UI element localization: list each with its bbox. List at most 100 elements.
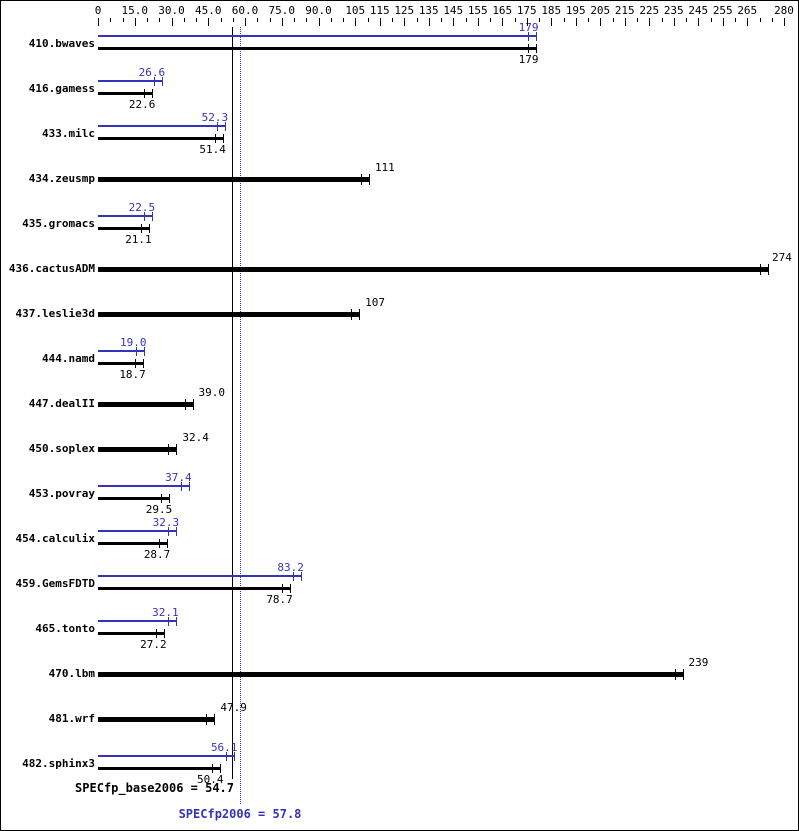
run-tick [176,617,177,626]
benchmark-name: 465.tonto [35,622,95,635]
axis-minor-tick [159,18,160,22]
axis-minor-tick [123,18,124,22]
peak-bar [98,530,177,532]
base-value-label: 51.4 [199,143,226,156]
axis-tick-label: 30.0 [158,4,185,17]
axis-major-tick [355,18,356,26]
axis-minor-tick [441,18,442,22]
benchmark-name: 481.wrf [48,712,95,725]
axis-minor-tick [613,18,614,22]
axis-major-tick [600,18,601,26]
axis-tick-label: 165 [492,4,513,17]
axis-major-tick [747,18,748,26]
axis-minor-tick [221,18,222,22]
base-bar [98,267,769,272]
axis-tick-label: 175 [516,4,537,17]
axis-major-tick [576,18,577,26]
run-tick [217,122,218,131]
axis-tick-label: 265 [737,4,758,17]
base-bar [98,632,165,635]
axis-major-tick [478,18,479,26]
base-score-label: SPECfp_base2006 = 54.7 [75,781,234,795]
axis-major-tick [404,18,405,26]
run-tick [176,527,177,536]
run-tick [215,134,216,143]
peak-value-label: 83.2 [277,561,304,574]
base-value-label: 21.1 [125,233,152,246]
base-value-label: 239 [688,656,709,669]
peak-bar [98,485,190,487]
axis-tick-label: 225 [639,4,660,17]
peak-value-label: 52.3 [201,111,229,124]
axis-minor-tick [343,18,344,22]
run-tick [220,764,221,773]
run-tick [369,174,370,185]
base-value-label: 29.5 [145,503,173,516]
run-tick [768,264,769,275]
run-tick [159,539,160,548]
axis-minor-tick [539,18,540,22]
peak-value-label: 179 [518,21,539,34]
benchmark-name: 437.leslie3d [15,307,95,320]
axis-minor-tick [564,18,565,22]
axis-tick-label: 75.0 [268,4,296,17]
axis-major-tick [674,18,675,26]
run-tick [225,122,226,131]
run-tick [136,347,137,356]
benchmark-name: 470.lbm [48,667,95,680]
run-tick [135,359,136,368]
run-tick [301,572,302,581]
axis-major-tick [453,18,454,26]
run-tick [536,32,537,41]
axis-minor-tick [184,18,185,22]
axis-minor-tick [772,18,773,22]
base-bar [98,92,153,95]
run-tick [149,224,150,233]
axis-tick-label: 135 [418,4,439,17]
axis-major-tick [172,18,173,26]
axis-major-tick [527,18,528,26]
benchmark-name: 444.namd [42,352,95,365]
peak-bar [98,125,226,127]
run-tick [189,482,190,491]
axis-tick-label: 245 [688,4,709,17]
peak-bar [98,575,302,577]
axis-tick-label: 155 [467,4,488,17]
axis-minor-tick [306,18,307,22]
axis-minor-tick [588,18,589,22]
base-value-label: 47.9 [220,701,247,714]
axis-major-tick [319,18,320,26]
peak-bar [98,350,145,352]
base-value-label: 28.7 [143,548,171,561]
run-tick [293,572,294,581]
peak-value-label: 56.1 [210,741,238,754]
benchmark-name: 450.soplex [28,442,95,455]
run-tick [234,752,235,761]
axis-minor-tick [270,18,271,22]
axis-tick-label: 15.0 [121,4,149,17]
peak-value-label: 32.3 [152,516,180,529]
run-tick [169,494,170,503]
base-bar [98,362,144,365]
axis-major-tick [551,18,552,26]
axis-tick-label: 145 [443,4,464,17]
base-bar [98,47,537,50]
axis-minor-tick [515,18,516,22]
axis-minor-tick [233,18,234,22]
axis-tick-label: 105 [345,4,366,17]
axis-major-tick [649,18,650,26]
run-tick [359,309,360,320]
run-tick [193,399,194,410]
peak-bar [98,755,235,757]
axis-tick-label: 115 [369,4,390,17]
base-bar [98,497,170,500]
benchmark-name: 482.sphinx3 [22,757,95,770]
base-bar [98,312,360,317]
run-tick [683,669,684,680]
axis-tick-label: 0 [94,4,102,17]
run-tick [154,77,155,86]
